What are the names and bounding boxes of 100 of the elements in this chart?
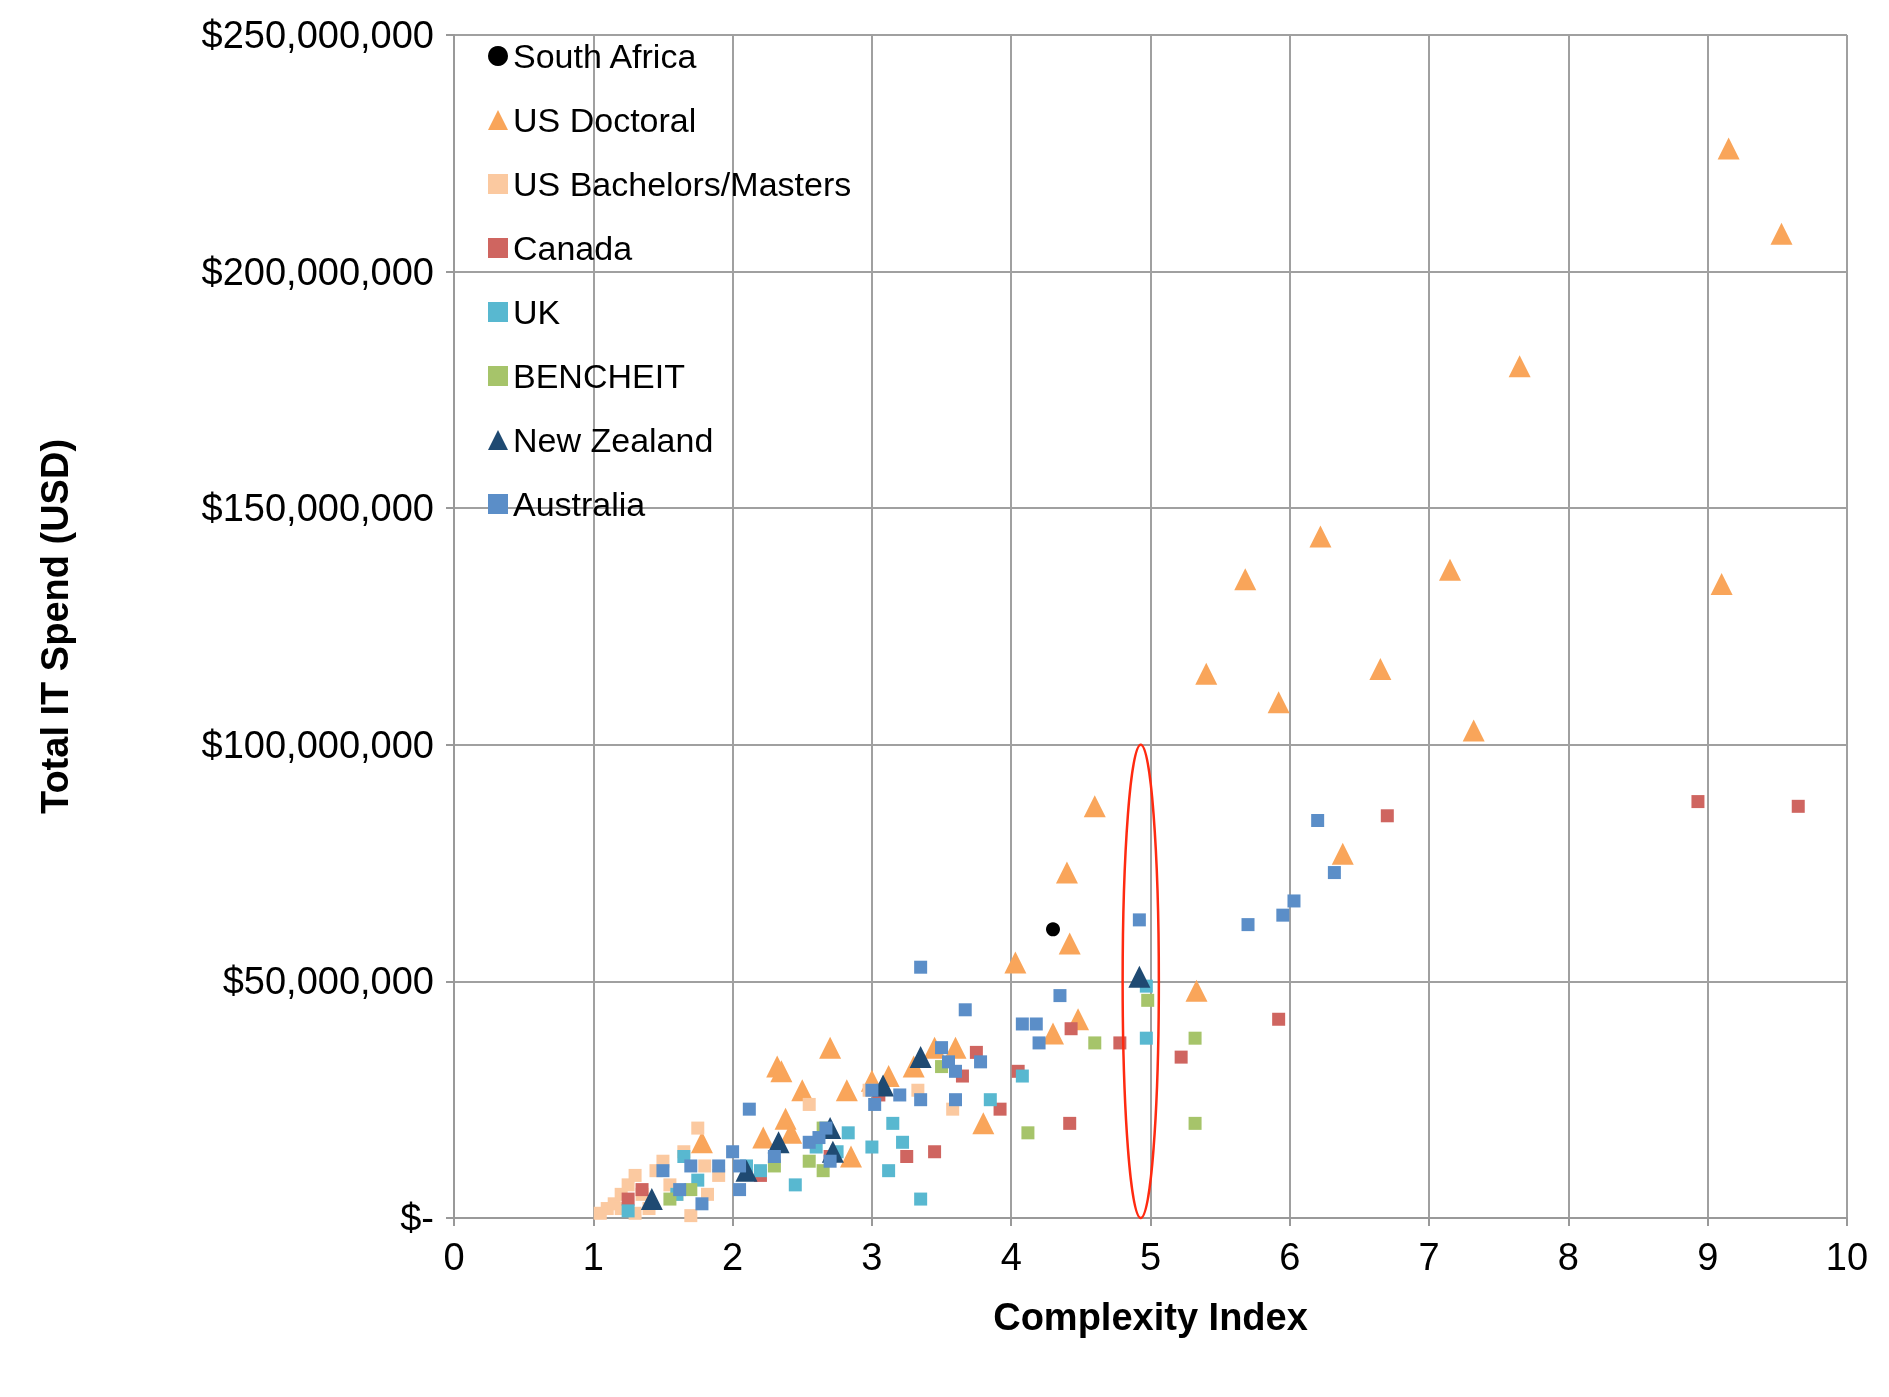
point bbox=[753, 1164, 767, 1178]
point bbox=[1128, 965, 1151, 988]
point bbox=[1438, 558, 1461, 581]
point bbox=[1327, 866, 1341, 880]
point bbox=[993, 1102, 1007, 1116]
point bbox=[695, 1197, 709, 1211]
point bbox=[788, 1178, 802, 1192]
point bbox=[914, 1093, 928, 1107]
point bbox=[983, 1093, 997, 1107]
point bbox=[928, 1145, 942, 1159]
point bbox=[1053, 989, 1067, 1003]
point bbox=[914, 960, 928, 974]
point bbox=[1139, 1031, 1153, 1045]
point bbox=[958, 1003, 972, 1017]
point bbox=[1046, 922, 1060, 937]
y-tick-label: $- bbox=[400, 1197, 434, 1239]
point bbox=[635, 1183, 649, 1197]
point bbox=[1241, 918, 1255, 932]
point bbox=[733, 1183, 747, 1197]
point bbox=[1088, 1036, 1102, 1050]
point bbox=[1132, 913, 1146, 927]
legend-label: UK bbox=[513, 293, 561, 331]
point bbox=[1267, 691, 1290, 714]
point bbox=[1770, 222, 1793, 245]
x-tick-label: 4 bbox=[1000, 1236, 1022, 1278]
legend-label: Canada bbox=[513, 229, 633, 267]
point bbox=[840, 1145, 863, 1168]
point bbox=[1462, 719, 1485, 742]
point bbox=[1141, 993, 1155, 1007]
point bbox=[1287, 894, 1301, 908]
point bbox=[823, 1154, 837, 1168]
legend-label: US Bachelors/Masters bbox=[513, 165, 852, 203]
point bbox=[712, 1159, 726, 1173]
point bbox=[1276, 908, 1290, 922]
point bbox=[752, 1126, 775, 1149]
point bbox=[673, 1183, 687, 1197]
x-tick-label: 6 bbox=[1279, 1236, 1301, 1278]
point bbox=[1188, 1031, 1202, 1045]
point bbox=[1234, 568, 1257, 591]
point bbox=[1380, 809, 1394, 823]
point bbox=[819, 1036, 842, 1059]
point bbox=[1369, 658, 1392, 681]
point bbox=[1331, 842, 1354, 865]
legend-label: South Africa bbox=[513, 37, 697, 75]
point bbox=[841, 1126, 855, 1140]
x-tick-label: 7 bbox=[1418, 1236, 1440, 1278]
point bbox=[1063, 1116, 1077, 1130]
point bbox=[1188, 1116, 1202, 1130]
point bbox=[1015, 1069, 1029, 1083]
point bbox=[835, 1079, 858, 1102]
legend-label: BENCHEIT bbox=[513, 357, 685, 395]
point bbox=[1015, 1017, 1029, 1031]
point bbox=[896, 1135, 910, 1149]
point bbox=[1791, 799, 1805, 813]
x-tick-label: 5 bbox=[1139, 1236, 1162, 1278]
point bbox=[1032, 1036, 1046, 1050]
point bbox=[1185, 979, 1208, 1002]
legend-label: US Doctoral bbox=[513, 101, 697, 139]
point bbox=[767, 1149, 781, 1163]
point bbox=[684, 1159, 698, 1173]
x-tick-label: 9 bbox=[1697, 1236, 1719, 1278]
point bbox=[914, 1192, 928, 1206]
point bbox=[948, 1093, 962, 1107]
point bbox=[1021, 1126, 1035, 1140]
legend-label: New Zealand bbox=[513, 421, 714, 459]
point bbox=[628, 1168, 642, 1182]
point bbox=[1029, 1017, 1043, 1031]
point bbox=[868, 1097, 882, 1111]
point bbox=[1691, 795, 1705, 809]
point bbox=[1058, 932, 1081, 955]
point bbox=[948, 1064, 962, 1078]
x-axis-title: Complexity Index bbox=[993, 1296, 1308, 1338]
point bbox=[802, 1097, 816, 1111]
point bbox=[1055, 861, 1078, 884]
point bbox=[726, 1145, 740, 1159]
x-tick-label: 1 bbox=[582, 1236, 604, 1278]
point bbox=[802, 1135, 816, 1149]
x-tick-label: 3 bbox=[861, 1236, 883, 1278]
y-tick-label: $150,000,000 bbox=[201, 487, 434, 530]
point bbox=[1272, 1012, 1286, 1026]
y-tick-label: $250,000,000 bbox=[201, 14, 434, 56]
point bbox=[691, 1121, 705, 1135]
point bbox=[1508, 355, 1531, 378]
point bbox=[1309, 525, 1332, 548]
point bbox=[684, 1209, 698, 1223]
x-tick-label: 0 bbox=[443, 1236, 465, 1278]
y-axis-title: Total IT Spend (USD) bbox=[34, 438, 76, 815]
point bbox=[742, 1102, 756, 1116]
point bbox=[621, 1204, 635, 1218]
point bbox=[909, 1046, 932, 1069]
point bbox=[1717, 137, 1740, 160]
point bbox=[640, 1188, 663, 1211]
point bbox=[656, 1164, 670, 1178]
point bbox=[770, 1060, 793, 1083]
point bbox=[663, 1192, 677, 1206]
point bbox=[698, 1159, 712, 1173]
y-tick-label: $200,000,000 bbox=[201, 250, 434, 293]
y-tick-label: $50,000,000 bbox=[222, 960, 434, 1003]
point bbox=[886, 1116, 900, 1130]
point bbox=[802, 1154, 816, 1168]
